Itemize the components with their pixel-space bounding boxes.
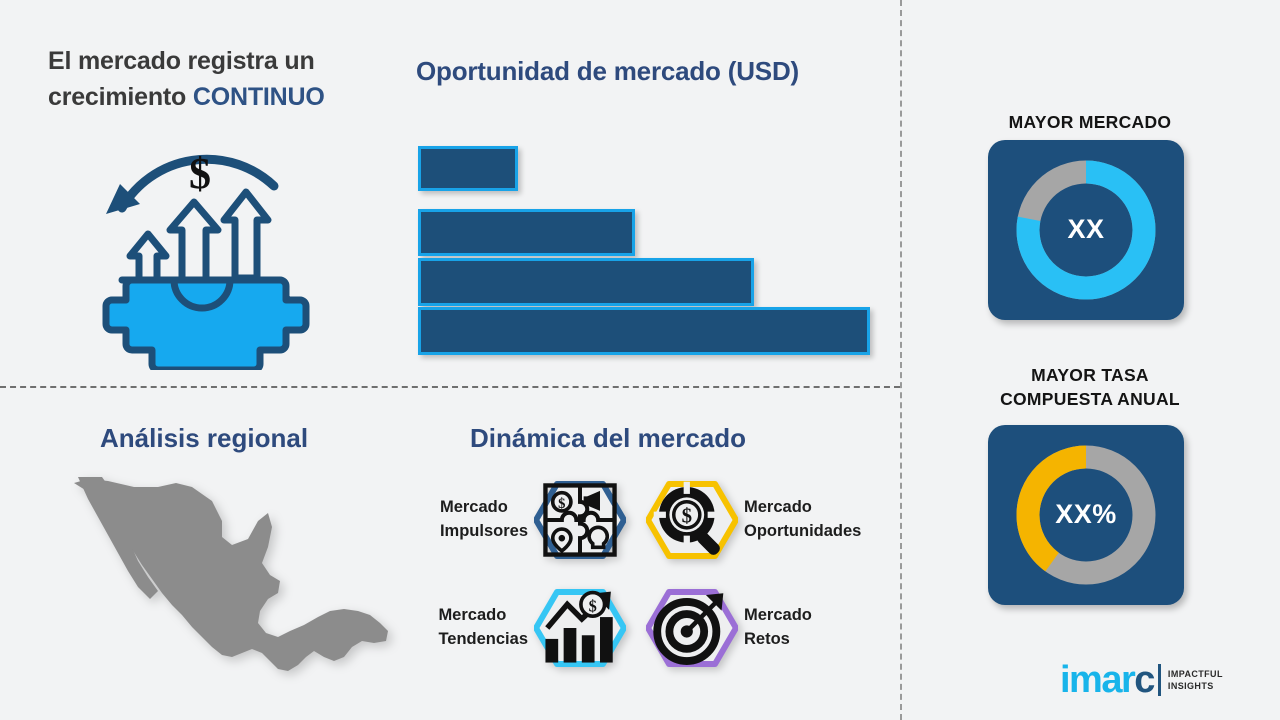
dynamics-item-challenges[interactable]: Mercado Retos: [646, 588, 896, 668]
imarc-wordmark: imarc: [1060, 659, 1155, 701]
imarc-tagline: IMPACTFUL INSIGHTS: [1167, 668, 1223, 691]
opportunity-heading: Oportunidad de mercado (USD): [416, 56, 799, 86]
dynamics-label: Mercado Tendencias: [438, 606, 528, 648]
puzzle-pieces-icon: $: [534, 480, 626, 560]
largest-market-donut: [1016, 160, 1156, 300]
dynamics-label: Mercado Oportunidades: [744, 498, 862, 540]
market-dynamics-group: Mercado Impulsores $: [396, 476, 896, 696]
imarc-wordmark-tail: c: [1134, 659, 1155, 701]
largest-market-value: XX: [1067, 213, 1105, 244]
growth-heading-line1: El mercado registra un: [48, 47, 315, 75]
bar-item: [418, 146, 518, 191]
bar-chart-growth-icon: $: [534, 588, 626, 668]
svg-text:$: $: [589, 597, 597, 616]
dynamics-item-drivers[interactable]: Mercado Impulsores $: [396, 480, 626, 560]
horizontal-divider: [0, 386, 900, 388]
target-arrow-icon: [646, 588, 738, 668]
imarc-wordmark-prefix: imar: [1060, 659, 1136, 701]
growth-heading-line2: crecimiento: [48, 82, 193, 111]
bar-item: [418, 258, 754, 306]
dynamics-heading: Dinámica del mercado: [470, 423, 746, 453]
regional-heading: Análisis regional: [100, 423, 309, 453]
dynamics-item-trends[interactable]: Mercado Tendencias $: [396, 588, 626, 668]
growth-heading-accent: CONTINUO: [192, 82, 325, 111]
dynamics-label: Mercado Retos: [744, 606, 812, 648]
map-shape-group: [74, 477, 388, 671]
dynamics-label: Mercado Impulsores: [439, 498, 528, 540]
right-panel: MAYOR MERCADO XX MAYOR TASA COMPUESTA AN…: [900, 0, 1280, 720]
dynamics-item-opportunities[interactable]: $ Mercado Oportunidades: [646, 480, 896, 560]
growth-heading: El mercado registra un crecimiento CONTI…: [48, 44, 398, 115]
vertical-divider: [900, 0, 902, 720]
dollar-symbol: $: [189, 149, 211, 198]
imarc-logo: imarc IMPACTFUL INSIGHTS: [1060, 652, 1260, 708]
mexico-map: [72, 465, 392, 705]
svg-text:$: $: [558, 496, 565, 512]
logo-separator: [1157, 664, 1161, 696]
bar-item: [418, 307, 870, 355]
highest-cagr-donut: [1016, 445, 1156, 585]
highest-cagr-title: MAYOR TASA COMPUESTA ANUAL: [1000, 365, 1180, 410]
largest-market-title: MAYOR MERCADO: [1008, 112, 1172, 132]
magnifier-dollar-icon: $: [646, 480, 738, 560]
highest-cagr-value: XX%: [1055, 498, 1117, 529]
gear-growth-arrows-icon: $: [78, 138, 318, 374]
highest-cagr-card: XX%: [988, 425, 1184, 605]
bar-item: [418, 209, 635, 256]
largest-market-card: XX: [988, 140, 1184, 320]
market-opportunity-bar-chart: [418, 146, 878, 356]
svg-text:$: $: [682, 504, 692, 528]
